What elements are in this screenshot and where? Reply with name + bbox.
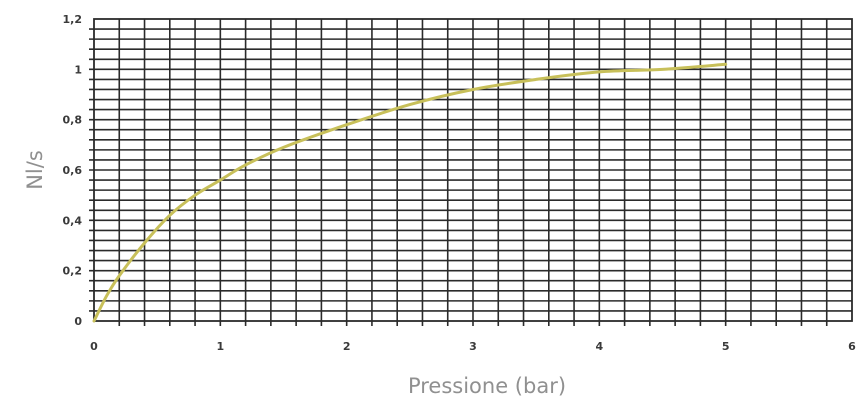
x-tick-label: 6 [848, 340, 856, 353]
x-tick-label: 0 [90, 340, 98, 353]
y-axis-ticks: 0 0,2 0,4 0,6 0,8 1 1,2 [63, 13, 83, 328]
x-tick-label: 5 [722, 340, 730, 353]
series-line [92, 62, 728, 323]
x-axis-ticks: 0 1 2 3 4 5 6 [90, 340, 856, 353]
x-tick-label: 1 [217, 340, 225, 353]
y-tick-label: 1 [74, 63, 82, 76]
y-tick-label: 1,2 [63, 13, 83, 26]
grid [89, 19, 852, 326]
y-tick-label: 0,6 [63, 164, 83, 177]
y-axis-title: Nl/s [23, 150, 47, 190]
x-tick-label: 2 [343, 340, 351, 353]
y-tick-label: 0,8 [63, 114, 83, 127]
x-axis-title: Pressione (bar) [408, 374, 566, 398]
x-tick-label: 3 [469, 340, 477, 353]
y-tick-label: 0,2 [63, 265, 83, 278]
plot-area [93, 18, 853, 322]
y-tick-label: 0,4 [63, 214, 83, 227]
x-tick-label: 4 [596, 340, 604, 353]
y-tick-label: 0 [74, 315, 82, 328]
series-layer [92, 62, 728, 323]
